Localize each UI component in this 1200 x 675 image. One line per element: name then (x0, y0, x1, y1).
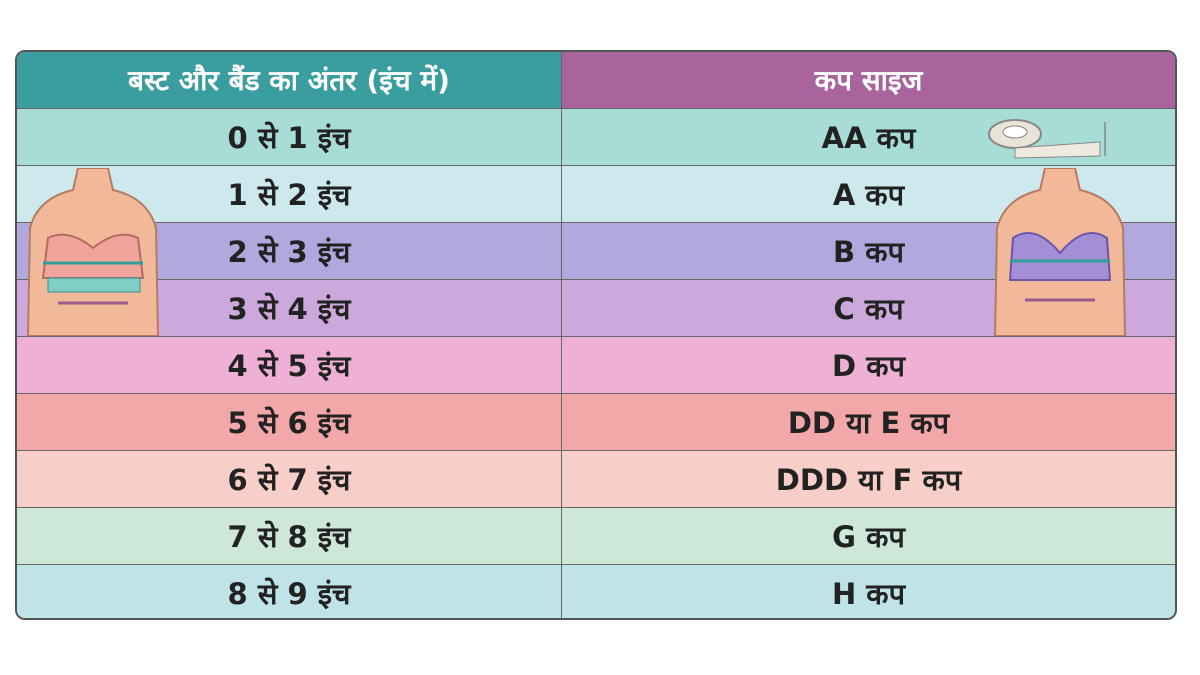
difference-cell: 6 से 7 इंच (17, 451, 562, 507)
table-row: 5 से 6 इंच DD या E कप (17, 394, 1175, 451)
tape-measure (988, 119, 1106, 159)
cup-size-cell: B कप (833, 234, 904, 269)
table-row: 2 से 3 इंच B कप (17, 223, 1175, 280)
difference-cell: 5 से 6 इंच (17, 394, 562, 450)
difference-cell: 4 से 5 इंच (17, 337, 562, 393)
table-row: 0 से 1 इंच AA कप (17, 109, 1175, 166)
table-row: 8 से 9 इंच H कप (17, 565, 1175, 618)
right-figure (993, 168, 1127, 336)
cup-size-cell: AA कप (821, 120, 916, 155)
table-row: 4 से 5 इंच D कप (17, 337, 1175, 394)
difference-cell: 0 से 1 इंच (17, 109, 562, 165)
cup-size-cell: A कप (832, 177, 905, 212)
difference-cell: 3 से 4 इंच (17, 280, 562, 336)
cup-size-cell: DDD या F कप (775, 462, 962, 497)
table-row: 7 से 8 इंच G कप (17, 508, 1175, 565)
size-table: बस्ट और बैंड का अंतर (इंच में) कप साइज 0 स… (15, 50, 1177, 620)
table-row: 6 से 7 इंच DDD या F कप (17, 451, 1175, 508)
cup-size-cell: D कप (832, 348, 905, 383)
left-figure (26, 168, 160, 336)
header-cell: बस्ट और बैंड का अंतर (इंच में) (17, 52, 562, 108)
difference-cell: 1 से 2 इंच (17, 166, 562, 222)
cup-size-cell: G कप (832, 519, 905, 554)
cup-size-cell: C कप (833, 291, 904, 326)
table-row: 3 से 4 इंच C कप (17, 280, 1175, 337)
cup-size-cell: DD या E कप (787, 405, 950, 440)
difference-cell: 8 से 9 इंच (17, 565, 562, 618)
table-row: 1 से 2 इंच A कप (17, 166, 1175, 223)
header-row: बस्ट और बैंड का अंतर (इंच में) कप साइज (17, 52, 1175, 109)
difference-cell: 2 से 3 इंच (17, 223, 562, 279)
cup-size-cell: H कप (831, 577, 906, 611)
header-cell: कप साइज (562, 52, 1175, 108)
difference-cell: 7 से 8 इंच (17, 508, 562, 564)
